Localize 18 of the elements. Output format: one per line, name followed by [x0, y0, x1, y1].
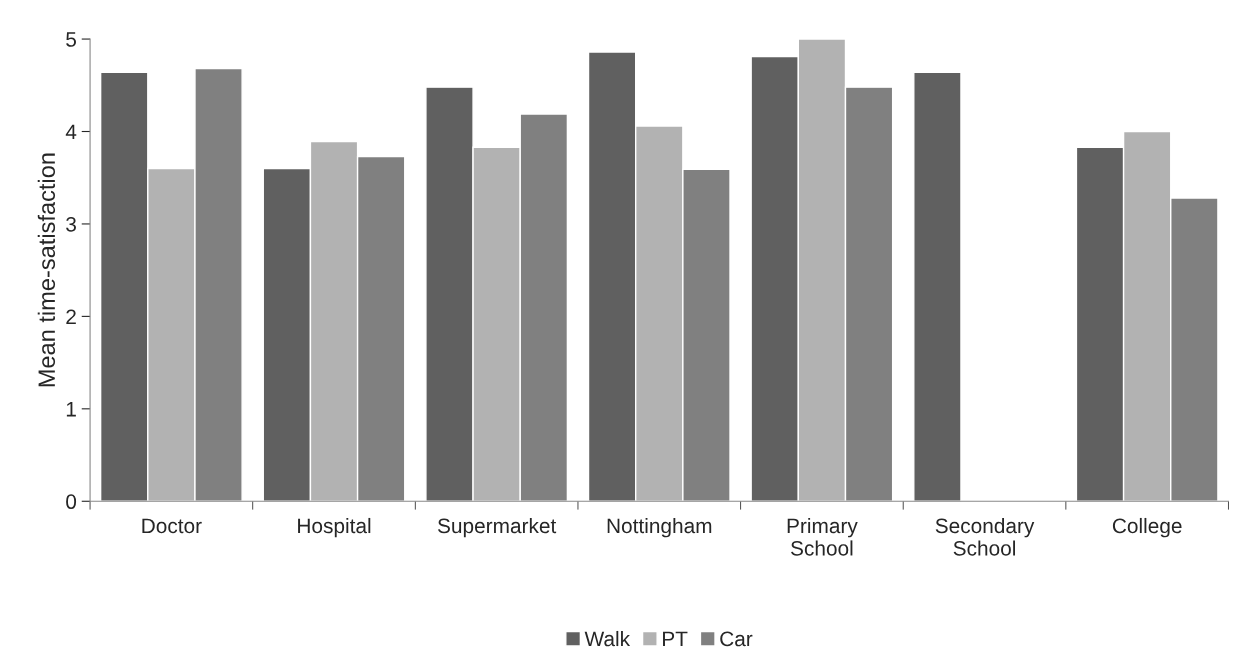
y-axis-title: Mean time-satisfaction	[37, 153, 56, 387]
x-tick-label: Nottingham	[607, 517, 712, 538]
x-tick-label: Hospital	[298, 517, 371, 538]
bar	[913, 71, 962, 502]
y-tick-label: 3	[66, 216, 76, 232]
legend-label: PT	[663, 631, 688, 647]
x-tick-label: Primary School	[787, 517, 858, 556]
legend-label: Walk	[584, 630, 631, 647]
x-tick-label: Doctor	[142, 518, 202, 534]
x-tick-label: Secondary School	[935, 517, 1035, 556]
y-tick-label: 4	[65, 124, 77, 140]
y-tick-label: 0	[66, 494, 77, 510]
y-tick-label: 1	[66, 402, 76, 417]
y-tick-label: 5	[66, 32, 77, 47]
x-tick-label: Supermarket	[437, 517, 557, 538]
y-tick-label: 2	[66, 309, 76, 324]
legend-label: Car	[720, 631, 753, 647]
x-tick-label: College	[1112, 517, 1182, 538]
